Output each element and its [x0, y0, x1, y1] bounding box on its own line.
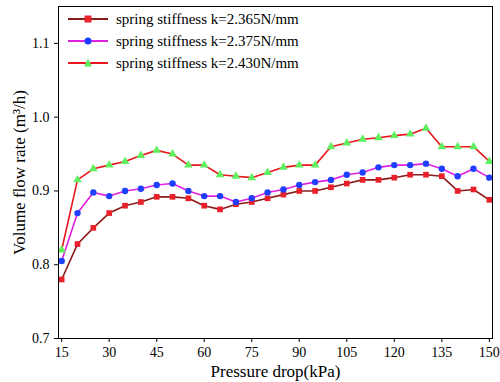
html-text:spring stiffness k=2.430N/mm: spring stiffness k=2.430N/mm [116, 54, 299, 71]
svg-text:90: 90 [292, 345, 306, 360]
svg-text:1.1: 1.1 [32, 36, 50, 51]
svg-text:1.0: 1.0 [32, 110, 50, 125]
svg-text:105: 105 [336, 345, 357, 360]
html-text:spring stiffness k=2.365N/mm: spring stiffness k=2.365N/mm [116, 10, 299, 27]
svg-text:60: 60 [197, 345, 211, 360]
svg-text:120: 120 [384, 345, 405, 360]
svg-text:0.8: 0.8 [32, 257, 50, 272]
svg-text:150: 150 [479, 345, 500, 360]
svg-text:Volume flow rate (m³/h): Volume flow rate (m³/h) [10, 90, 29, 255]
svg-text:Pressure drop(kPa): Pressure drop(kPa) [211, 362, 341, 381]
svg-text:135: 135 [431, 345, 452, 360]
svg-text:30: 30 [102, 345, 116, 360]
html-text:spring stiffness k=2.375N/mm: spring stiffness k=2.375N/mm [116, 32, 299, 49]
svg-text:75: 75 [245, 345, 259, 360]
svg-text:15: 15 [55, 345, 69, 360]
svg-text:0.7: 0.7 [32, 331, 50, 346]
svg-text:0.9: 0.9 [32, 183, 50, 198]
svg-text:45: 45 [150, 345, 164, 360]
